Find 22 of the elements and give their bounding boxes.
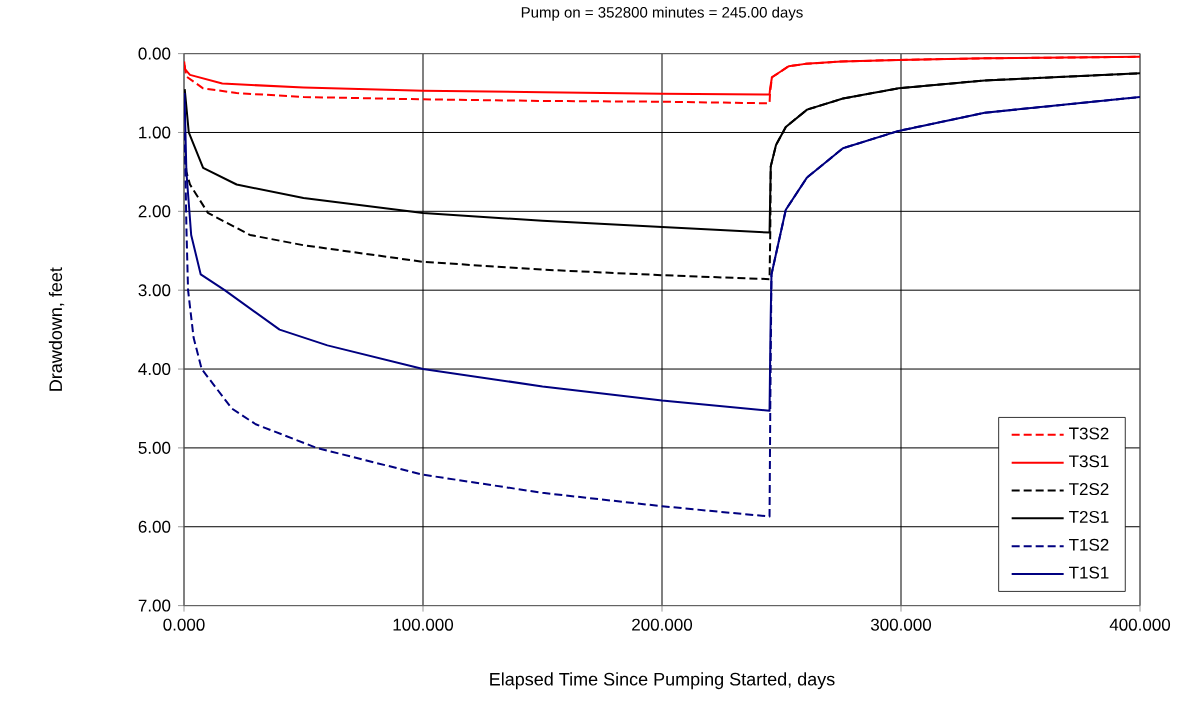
x-axis-title: Elapsed Time Since Pumping Started, days	[490, 672, 835, 690]
x-tick-label: 0.000	[163, 618, 205, 631]
x-tick-label: 300.000	[870, 618, 932, 631]
y-tick-label: 3.00	[138, 284, 171, 297]
legend-label: T2S2	[1069, 483, 1109, 496]
y-tick-label: 7.00	[138, 599, 171, 612]
y-tick-label: 0.00	[138, 47, 171, 60]
legend-label: T2S1	[1069, 511, 1109, 524]
y-tick-label: 6.00	[138, 520, 171, 533]
x-tick-label: 100.000	[393, 618, 454, 631]
y-tick-label: 4.00	[138, 363, 171, 376]
y-tick-label: 2.00	[138, 205, 171, 218]
x-tick-label: 200.000	[632, 618, 693, 631]
legend-label: T1S2	[1069, 538, 1109, 551]
legend-label: T1S1	[1069, 566, 1109, 579]
y-tick-label: 5.00	[138, 442, 171, 455]
y-axis-title: Drawdown, feet	[48, 267, 65, 391]
x-tick-label: 400.000	[1109, 618, 1171, 631]
legend-label: T3S2	[1069, 427, 1109, 440]
y-tick-label: 1.00	[139, 126, 171, 139]
chart-title: Pump on = 352800 minutes = 245.00 days	[521, 6, 803, 21]
legend-label: T3S1	[1069, 455, 1109, 468]
